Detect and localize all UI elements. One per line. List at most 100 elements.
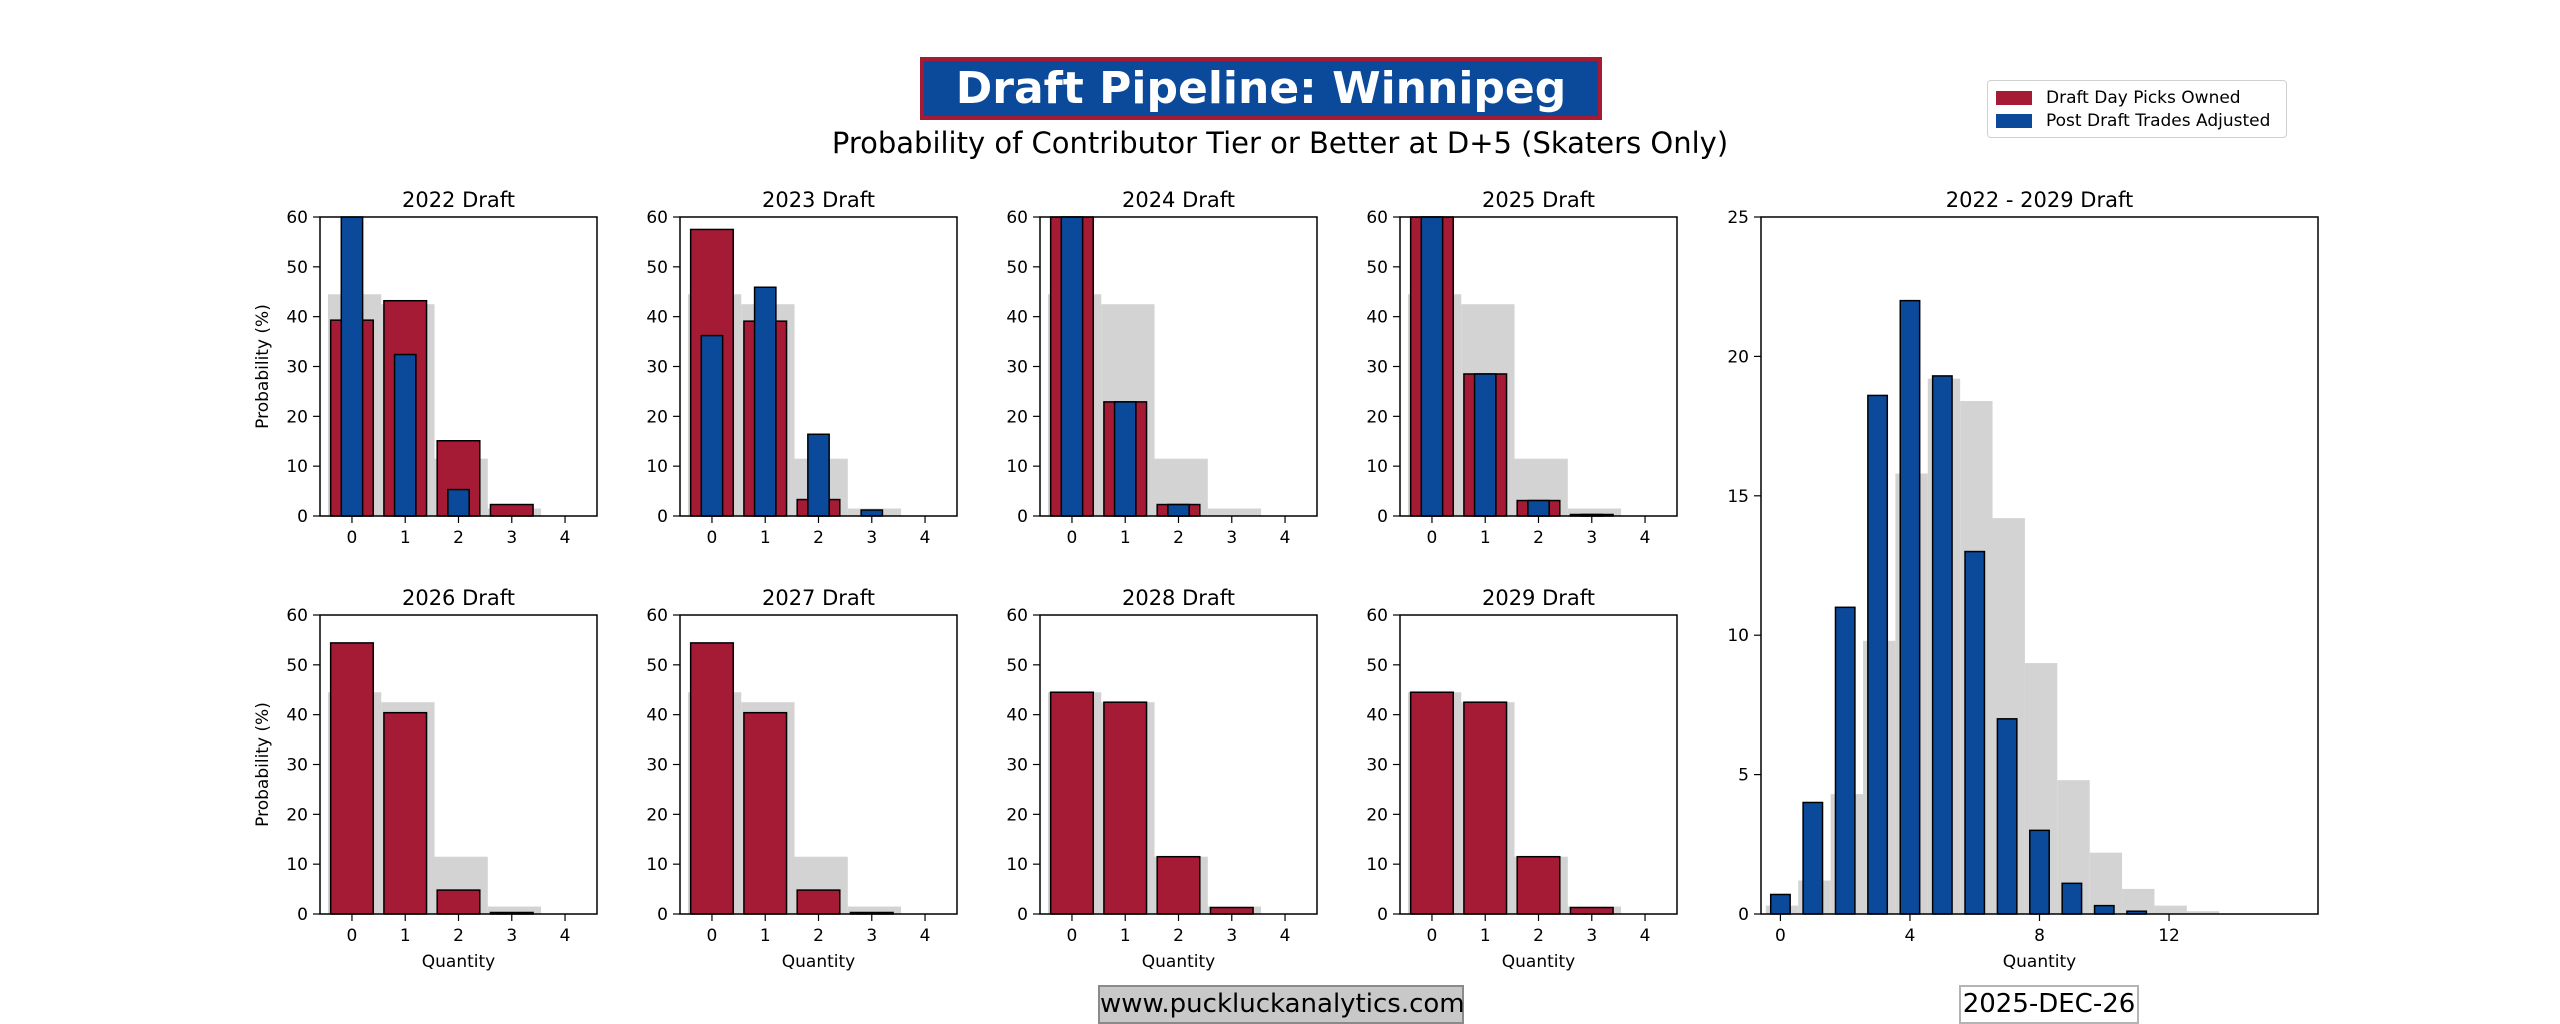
y-tick-label: 20 [1006,407,1028,427]
y-tick-label: 30 [286,358,308,378]
bar-post-draft [1834,606,1856,915]
y-tick-label: 30 [1366,358,1388,378]
baseline-bar [2186,911,2220,914]
bar-post-draft [1802,801,1824,915]
y-tick-label: 60 [1006,606,1028,626]
y-tick-label: 50 [286,656,308,676]
baseline-bar [1207,508,1262,516]
bar-draft-day [743,711,788,915]
bar-post-draft [1899,299,1921,915]
chart-panel-0 [313,216,598,523]
chart-panel-7 [1393,614,1678,921]
x-tick-label: 4 [560,528,571,548]
bar-post-draft [447,488,470,517]
y-tick-label: 40 [646,308,668,328]
y-axis-label: Probability (%) [253,702,273,827]
x-tick-label: 1 [400,926,411,946]
x-tick-label: 3 [1226,528,1237,548]
bar-post-draft [1420,216,1444,517]
panel-title: 2027 Draft [762,586,875,610]
y-tick-label: 60 [286,208,308,228]
y-tick-label: 10 [1727,626,1749,646]
panel-title: 2022 - 2029 Draft [1946,188,2133,212]
x-tick-label: 4 [560,926,571,946]
bar-post-draft [1996,718,2018,915]
y-tick-label: 0 [297,905,308,925]
x-tick-label: 2 [453,528,464,548]
y-tick-label: 50 [1006,258,1028,278]
y-tick-label: 50 [286,258,308,278]
chart-panel-6 [1033,614,1318,921]
bar-draft-day [1463,701,1508,915]
y-tick-label: 25 [1727,208,1749,228]
y-tick-label: 40 [1366,706,1388,726]
legend-swatch-blue [1996,114,2032,128]
x-tick-label: 3 [1586,926,1597,946]
baseline-bar [1567,508,1622,516]
y-tick-label: 20 [1006,805,1028,825]
panel-title: 2029 Draft [1482,586,1595,610]
bar-post-draft [860,509,884,517]
y-tick-label: 10 [1006,457,1028,477]
bar-post-draft [1769,893,1791,915]
x-tick-label: 0 [707,926,718,946]
panel-title: 2028 Draft [1122,586,1235,610]
x-tick-label: 4 [1640,528,1651,548]
x-axis-label: Quantity [1142,952,1215,972]
baseline-bar [847,906,902,914]
x-tick-label: 2 [453,926,464,946]
x-tick-label: 1 [760,926,771,946]
chart-subtitle: Probability of Contributor Tier or Bette… [831,126,1729,160]
x-tick-label: 0 [347,926,358,946]
x-tick-label: 0 [1775,926,1786,946]
y-tick-label: 10 [286,457,308,477]
x-tick-label: 2 [813,926,824,946]
bar-post-draft [807,433,830,517]
x-tick-label: 0 [707,528,718,548]
y-tick-label: 20 [1366,407,1388,427]
x-tick-label: 1 [760,528,771,548]
y-tick-label: 0 [657,905,668,925]
chart-title: Draft Pipeline: Winnipeg Jets [920,57,1602,169]
bar-post-draft [1964,550,1986,915]
y-tick-label: 10 [646,457,668,477]
y-axis-label: Probability (%) [253,304,273,429]
bar-draft-day [1409,691,1455,915]
y-tick-label: 40 [1006,706,1028,726]
x-tick-label: 1 [1480,926,1491,946]
y-tick-label: 60 [646,606,668,626]
x-tick-label: 4 [920,926,931,946]
bar-post-draft [1473,373,1497,517]
bar-draft-day [383,711,428,915]
x-tick-label: 3 [1226,926,1237,946]
panel-title: 2024 Draft [1122,188,1235,212]
y-tick-label: 0 [1017,507,1028,527]
bar-draft-day [1156,855,1201,915]
y-tick-label: 20 [646,407,668,427]
x-tick-label: 3 [866,528,877,548]
x-axis-label: Quantity [782,952,855,972]
x-tick-label: 3 [866,926,877,946]
legend-item-draft-day: Draft Day Picks Owned [1996,88,2241,108]
y-tick-label: 40 [286,308,308,328]
x-tick-label: 4 [1280,528,1291,548]
y-tick-label: 30 [286,756,308,776]
website-label: www.puckluckanalytics.com [1098,985,1465,1024]
y-tick-label: 0 [297,507,308,527]
y-tick-label: 0 [657,507,668,527]
legend-label-post-draft: Post Draft Trades Adjusted [2046,111,2271,131]
y-tick-label: 20 [286,407,308,427]
panel-title: 2025 Draft [1482,188,1595,212]
legend-item-post-draft: Post Draft Trades Adjusted [1996,111,2270,131]
y-tick-label: 10 [1366,457,1388,477]
x-tick-label: 0 [1067,926,1078,946]
y-tick-label: 0 [1738,905,1749,925]
x-tick-label: 3 [1586,528,1597,548]
x-tick-label: 1 [1120,926,1131,946]
bar-draft-day [1049,691,1095,915]
y-tick-label: 0 [1377,507,1388,527]
y-tick-label: 20 [1366,805,1388,825]
legend: Draft Day Picks Owned Post Draft Trades … [1987,80,2287,138]
y-tick-label: 0 [1017,905,1028,925]
